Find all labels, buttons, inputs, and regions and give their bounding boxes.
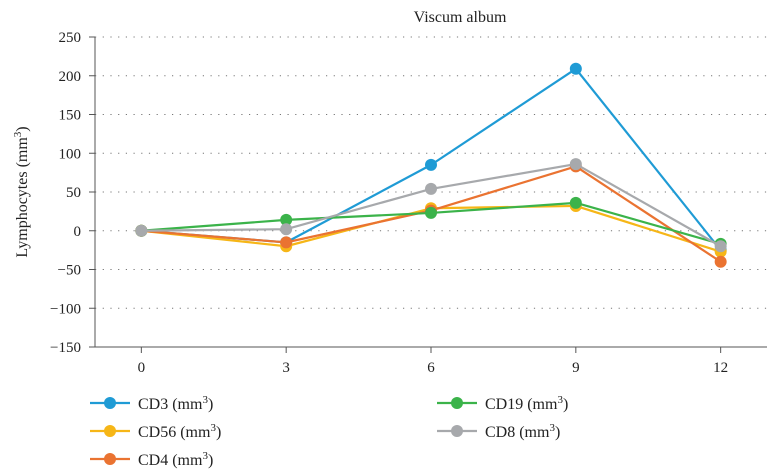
legend-label: CD56 (mm3) (138, 422, 221, 441)
data-point (569, 62, 582, 75)
y-tick-label: 100 (59, 146, 82, 162)
data-point (569, 158, 582, 171)
legend-marker (104, 453, 116, 465)
y-tick-label: 150 (59, 108, 82, 124)
data-point (425, 206, 437, 219)
chart-title: Viscum album (414, 9, 507, 26)
data-point (425, 158, 437, 171)
legend-item-3: CD19 (mm3) (437, 394, 568, 413)
x-tick-labels: 0 3 6 9 12 (138, 360, 729, 376)
data-point (714, 240, 727, 253)
data-point (425, 182, 437, 195)
y-tick-label: −150 (50, 340, 81, 356)
data-point (135, 224, 148, 237)
x-tick-label: 9 (572, 360, 580, 376)
series-group (135, 62, 727, 268)
legend-item-4: CD8 (mm3) (437, 422, 560, 441)
legend-label: CD4 (mm3) (138, 450, 213, 469)
y-tick-label: 250 (59, 30, 82, 46)
y-tick-label: −100 (50, 301, 81, 317)
y-tick-labels: −150 −100 −50 0 50 100 150 200 250 (50, 30, 81, 356)
legend-item-1: CD56 (mm3) (90, 422, 221, 441)
legend-marker (451, 397, 463, 409)
data-point (280, 213, 293, 226)
x-tick-label: 3 (282, 360, 290, 376)
legend-marker (104, 425, 116, 437)
legend: CD3 (mm3) CD56 (mm3) CD4 (mm3) CD19 (mm3) CD… (90, 394, 568, 469)
data-point (280, 223, 293, 236)
y-tick-label: 50 (66, 185, 81, 201)
data-point (714, 255, 727, 268)
y-tick-label: −50 (58, 263, 81, 279)
series-4 (135, 158, 727, 253)
x-tick-label: 6 (427, 360, 435, 376)
x-tick-label: 0 (138, 360, 146, 376)
legend-label: CD19 (mm3) (485, 394, 568, 413)
y-tick-label: 200 (59, 69, 82, 85)
y-axis-label: Lymphocytes (mm3) (12, 126, 31, 257)
data-point (569, 196, 582, 209)
legend-label: CD8 (mm3) (485, 422, 560, 441)
axes (89, 36, 767, 353)
data-point (280, 236, 293, 249)
series-0 (135, 62, 727, 257)
legend-item-2: CD4 (mm3) (90, 450, 213, 469)
legend-item-0: CD3 (mm3) (90, 394, 213, 413)
legend-marker (104, 397, 116, 409)
grid-lines (95, 36, 767, 309)
y-tick-label: 0 (74, 224, 82, 240)
x-tick-label: 12 (713, 360, 728, 376)
legend-label: CD3 (mm3) (138, 394, 213, 413)
legend-marker (451, 425, 463, 437)
